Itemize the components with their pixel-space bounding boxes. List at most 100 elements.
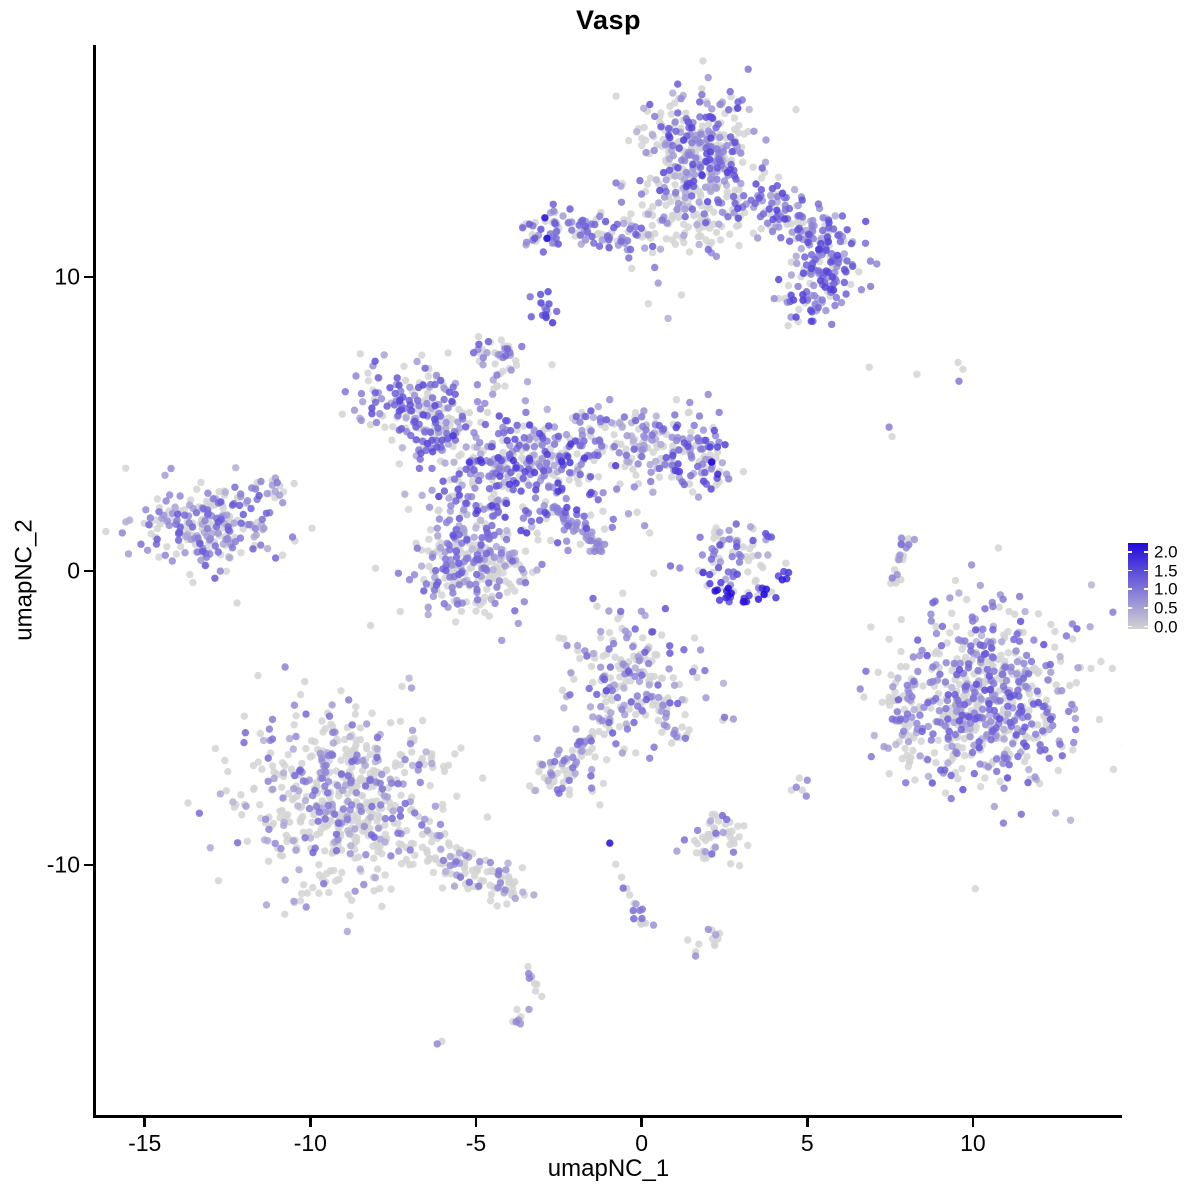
data-point [861,239,870,247]
data-point [394,569,403,577]
data-point [632,900,640,908]
data-point [751,199,759,208]
data-point [554,487,562,495]
data-point [789,296,798,304]
data-point [668,211,676,220]
data-point [599,507,607,515]
data-point [1109,608,1117,616]
data-point [295,866,303,874]
data-point [281,876,289,884]
data-point [470,429,478,437]
data-point [351,854,359,862]
data-point [315,808,323,816]
data-point [954,358,962,367]
data-point [588,232,596,241]
data-point [496,879,505,887]
data-point [980,650,989,658]
colorbar-gradient [1128,543,1148,629]
data-point [514,619,522,628]
data-point [740,598,749,606]
data-point [351,887,359,895]
data-point [455,581,463,589]
data-point [885,701,894,709]
data-point [632,710,640,719]
data-point [729,192,738,201]
data-point [290,701,299,709]
data-point [612,740,620,748]
data-point [698,172,706,180]
data-point [979,625,987,633]
data-point [446,852,454,861]
data-point [715,220,723,228]
data-point [667,110,676,118]
data-point [289,745,297,753]
data-point [829,225,838,233]
data-point [655,473,664,481]
data-point [977,695,985,703]
data-point [660,721,668,729]
data-point [733,543,741,551]
data-point [1108,664,1116,673]
data-point [397,860,406,868]
data-point [1030,636,1038,644]
data-point [153,495,162,503]
data-point [690,421,698,430]
data-point [525,974,533,982]
data-point [855,268,863,276]
data-point [411,851,419,859]
data-point [476,438,484,447]
data-point [376,779,384,787]
data-point [495,412,503,420]
data-point [765,205,773,213]
data-point [810,281,818,290]
data-point [684,408,692,417]
data-point [698,85,706,93]
data-point [446,546,454,554]
data-point [259,736,268,745]
data-point [723,193,731,201]
data-point [944,733,952,741]
data-point [649,242,657,251]
data-point [444,349,452,357]
data-point [1068,620,1077,628]
data-point [408,726,417,735]
data-point [503,345,512,353]
data-point [197,556,205,564]
data-point [1041,746,1049,754]
data-point [544,776,552,785]
data-point [664,314,672,323]
data-point [410,734,418,743]
data-point [1009,740,1017,748]
data-point [265,725,274,733]
data-point [415,761,423,769]
data-point [742,553,750,561]
data-point [1058,687,1066,695]
data-point [834,231,842,240]
data-point [297,889,306,898]
data-point [668,236,677,244]
data-point [880,742,888,751]
data-point [370,833,378,841]
data-point [702,694,710,702]
data-point [408,407,416,415]
data-point [197,478,205,487]
data-point [998,670,1006,679]
data-point [428,464,436,473]
data-point [233,839,242,847]
data-point [455,491,464,499]
data-point [530,443,538,451]
data-point [421,815,429,823]
data-point [1087,664,1095,673]
data-point [553,307,561,316]
data-point [631,625,639,633]
data-point [749,536,757,545]
data-point [985,711,994,719]
data-point [614,615,622,623]
x-tick-label: 10 [960,1130,986,1156]
data-point [766,191,775,200]
data-point [849,262,857,271]
data-point [373,745,381,753]
data-point [537,299,545,307]
data-point [763,219,772,227]
data-point [305,804,314,813]
